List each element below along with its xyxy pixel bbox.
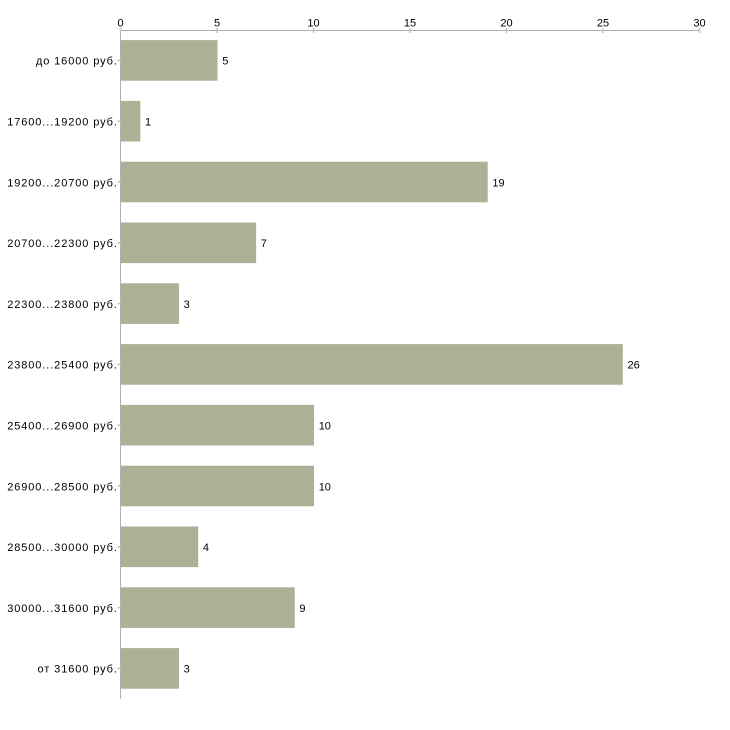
svg-text:20700...22300 руб.: 20700...22300 руб. <box>7 238 118 250</box>
svg-text:10: 10 <box>307 17 319 29</box>
svg-text:23800...25400 руб.: 23800...25400 руб. <box>7 360 118 372</box>
svg-text:26: 26 <box>628 360 640 372</box>
svg-text:5: 5 <box>222 56 228 68</box>
svg-text:5: 5 <box>214 17 220 29</box>
svg-text:20: 20 <box>500 17 512 29</box>
svg-text:19: 19 <box>492 177 504 189</box>
svg-text:0: 0 <box>117 17 123 29</box>
svg-text:10: 10 <box>319 481 331 493</box>
svg-text:1: 1 <box>145 117 151 129</box>
svg-text:25400...26900 руб.: 25400...26900 руб. <box>7 421 118 433</box>
svg-text:7: 7 <box>261 238 267 250</box>
svg-text:9: 9 <box>299 603 305 615</box>
svg-text:3: 3 <box>184 664 190 676</box>
svg-text:22300...23800 руб.: 22300...23800 руб. <box>7 299 118 311</box>
svg-text:26900...28500 руб.: 26900...28500 руб. <box>7 481 118 493</box>
svg-text:25: 25 <box>597 17 609 29</box>
svg-text:от 31600 руб.: от 31600 руб. <box>38 664 118 676</box>
svg-text:30: 30 <box>693 17 705 29</box>
svg-text:3: 3 <box>184 299 190 311</box>
svg-text:30000...31600 руб.: 30000...31600 руб. <box>7 603 118 615</box>
svg-text:17600...19200 руб.: 17600...19200 руб. <box>7 117 118 129</box>
svg-text:19200...20700 руб.: 19200...20700 руб. <box>7 177 118 189</box>
svg-text:15: 15 <box>404 17 416 29</box>
svg-text:до 16000 руб.: до 16000 руб. <box>36 56 118 68</box>
svg-text:4: 4 <box>203 542 209 554</box>
svg-text:28500...30000 руб.: 28500...30000 руб. <box>7 542 118 554</box>
svg-text:10: 10 <box>319 421 331 433</box>
